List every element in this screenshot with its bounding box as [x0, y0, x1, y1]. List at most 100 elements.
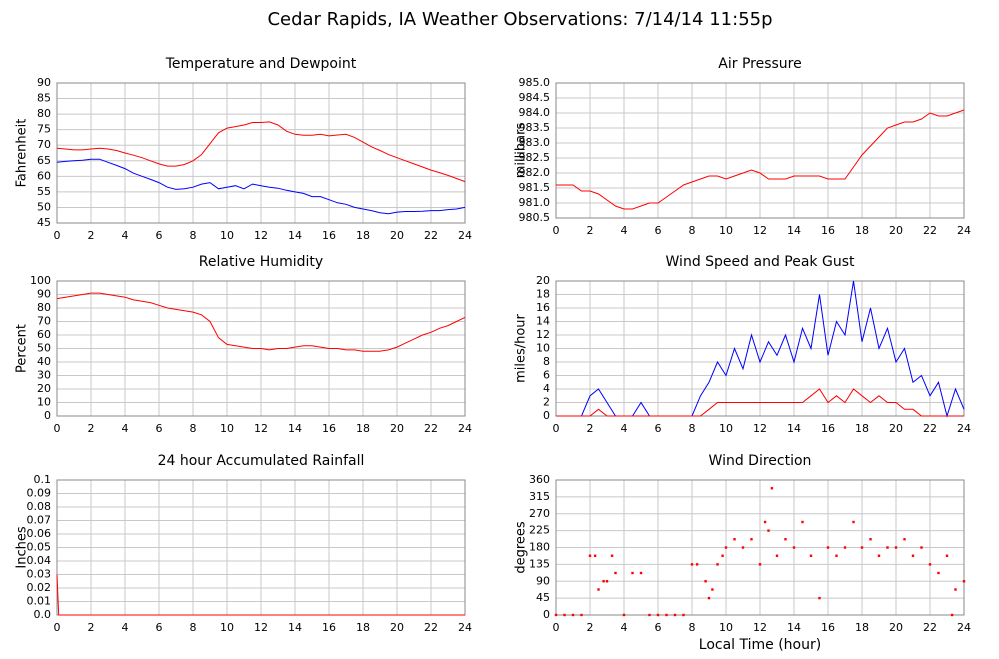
- y-tick-label: 6: [543, 369, 550, 382]
- data-point: [648, 613, 651, 617]
- x-tick-label: 10: [719, 621, 733, 634]
- x-tick-label: 20: [390, 229, 404, 242]
- y-tick-label: 984.5: [519, 91, 551, 104]
- x-tick-label: 16: [821, 621, 835, 634]
- x-tick-label: 4: [122, 229, 129, 242]
- x-tick-label: 8: [190, 621, 197, 634]
- y-tick-label: 16: [536, 301, 550, 314]
- data-point: [571, 613, 575, 617]
- x-tick-label: 0: [54, 422, 61, 435]
- data-point: [682, 613, 685, 617]
- x-tick-label: 18: [356, 422, 370, 435]
- x-tick-label: 0: [553, 422, 560, 435]
- page-title: Cedar Rapids, IA Weather Observations: 7…: [267, 9, 772, 30]
- x-tick-label: 22: [424, 229, 438, 242]
- data-point: [673, 613, 677, 617]
- x-tick-label: 20: [390, 422, 404, 435]
- y-tick-label: 90: [37, 76, 51, 89]
- panel-title: Temperature and Dewpoint: [165, 56, 357, 72]
- x-tick-label: 4: [621, 422, 628, 435]
- data-point: [610, 554, 614, 557]
- x-tick-label: 16: [322, 229, 336, 242]
- x-tick-label: 4: [122, 621, 129, 634]
- data-point: [563, 613, 566, 617]
- data-point: [877, 554, 881, 557]
- x-tick-label: 16: [322, 621, 336, 634]
- y-tick-label: 55: [37, 185, 51, 198]
- x-tick-label: 22: [923, 621, 937, 634]
- x-tick-label: 16: [821, 422, 835, 435]
- data-point: [903, 538, 906, 541]
- y-tick-label: 983.0: [519, 136, 551, 149]
- x-tick-label: 0: [54, 621, 61, 634]
- x-tick-label: 2: [587, 422, 594, 435]
- x-tick-label: 4: [122, 422, 129, 435]
- x-tick-label: 8: [689, 422, 696, 435]
- data-point: [775, 554, 779, 557]
- data-point: [869, 538, 872, 541]
- data-point: [602, 580, 605, 583]
- y-tick-label: 4: [543, 382, 550, 395]
- data-point: [911, 554, 915, 557]
- y-tick-label: 0: [543, 608, 550, 621]
- data-point: [597, 588, 600, 591]
- y-tick-label: 20: [37, 382, 51, 395]
- data-line: [56, 158, 466, 215]
- data-point: [894, 546, 898, 549]
- y-tick-label: 60: [37, 328, 51, 341]
- y-tick-label: 100: [30, 274, 51, 287]
- y-tick-label: 0.04: [27, 554, 52, 567]
- x-tick-label: 10: [220, 229, 234, 242]
- data-point: [707, 596, 711, 600]
- x-tick-label: 6: [156, 422, 163, 435]
- data-point: [724, 546, 728, 549]
- x-tick-label: 6: [156, 621, 163, 634]
- data-point: [770, 487, 774, 490]
- data-point: [835, 554, 838, 557]
- y-axis-label: millibars: [514, 123, 529, 179]
- x-tick-label: 18: [855, 621, 869, 634]
- data-point: [920, 546, 923, 549]
- y-tick-label: 315: [529, 490, 550, 503]
- x-tick-label: 20: [390, 621, 404, 634]
- x-tick-label: 24: [458, 229, 472, 242]
- y-tick-label: 0.06: [27, 527, 52, 540]
- plot-frame: [555, 479, 965, 616]
- plot-frame: [56, 82, 466, 224]
- data-point: [588, 554, 592, 557]
- y-tick-label: 982.0: [519, 166, 551, 179]
- data-point: [690, 563, 694, 566]
- x-tick-label: 14: [787, 422, 801, 435]
- y-axis-label: miles/hour: [514, 313, 529, 382]
- y-tick-label: 50: [37, 200, 51, 213]
- data-point: [763, 520, 767, 524]
- x-tick-label: 20: [889, 224, 903, 237]
- x-tick-label: 22: [424, 422, 438, 435]
- data-point: [593, 554, 597, 557]
- data-point: [860, 546, 864, 549]
- data-point: [741, 546, 745, 549]
- plot-frame: [555, 280, 965, 417]
- y-tick-label: 70: [37, 315, 51, 328]
- data-point: [580, 613, 583, 617]
- x-axis-label: Local Time (hour): [699, 637, 821, 653]
- x-tick-label: 12: [254, 422, 268, 435]
- data-point: [614, 571, 617, 575]
- x-tick-label: 22: [923, 224, 937, 237]
- data-point: [886, 546, 889, 549]
- data-point: [695, 563, 699, 566]
- x-tick-label: 2: [88, 621, 95, 634]
- x-tick-label: 24: [957, 224, 971, 237]
- y-tick-label: 0.03: [27, 568, 52, 581]
- data-point: [826, 546, 830, 549]
- y-tick-label: 75: [37, 123, 51, 136]
- x-tick-label: 8: [689, 621, 696, 634]
- y-tick-label: 0.1: [34, 473, 52, 486]
- x-tick-label: 12: [753, 422, 767, 435]
- y-tick-label: 85: [37, 92, 51, 105]
- panel-title: Air Pressure: [718, 56, 801, 72]
- y-tick-label: 0.08: [27, 500, 52, 513]
- y-tick-label: 30: [37, 369, 51, 382]
- y-tick-label: 0.02: [27, 581, 52, 594]
- y-tick-label: 40: [37, 355, 51, 368]
